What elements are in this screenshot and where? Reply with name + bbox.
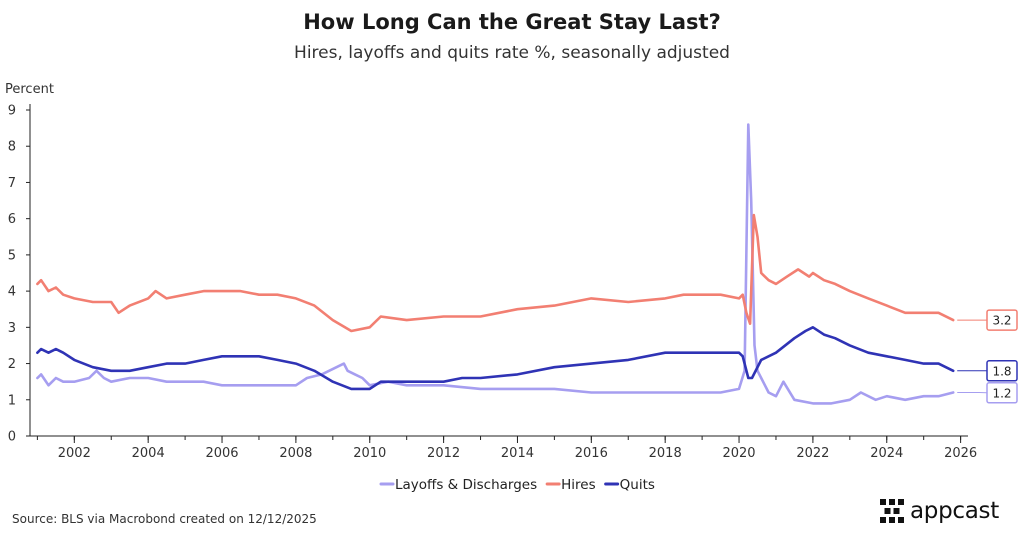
legend-label: Quits (620, 477, 655, 493)
legend-label: Layoffs & Discharges (395, 477, 537, 493)
x-tick-label: 2006 (205, 446, 238, 461)
end-label-value: 3.2 (992, 314, 1011, 328)
source-note: Source: BLS via Macrobond created on 12/… (12, 512, 317, 526)
y-tick-label: 5 (8, 248, 16, 263)
x-tick-label: 2008 (279, 446, 312, 461)
legend-item: Layoffs & Discharges (381, 477, 537, 493)
legend-label: Hires (561, 477, 596, 493)
x-tick-label: 2018 (649, 446, 682, 461)
series-line-quits (37, 327, 953, 389)
appcast-logo: appcast (880, 494, 999, 528)
legend: Layoffs & Discharges Hires Quits (381, 477, 655, 493)
y-tick-label: 2 (8, 357, 16, 372)
end-value-labels: 3.2 1.8 1.2 (957, 310, 1017, 403)
x-tick-label: 2022 (796, 446, 829, 461)
legend-item: Hires (547, 477, 596, 493)
x-tick-label: 2004 (132, 446, 165, 461)
y-axis-label: Percent (5, 82, 54, 97)
y-tick-label: 9 (8, 104, 16, 119)
y-tick-label: 4 (8, 285, 16, 300)
x-tick-label: 2014 (501, 446, 534, 461)
series-line-layoffs-discharges (37, 125, 953, 404)
x-tick-label: 2026 (944, 446, 977, 461)
y-tick-label: 7 (8, 176, 16, 191)
y-tick-label: 0 (8, 430, 16, 445)
dot-grid-logo-icon (880, 499, 904, 523)
series-line-hires (37, 215, 953, 331)
end-label-value: 1.8 (992, 364, 1011, 378)
x-tick-label: 2016 (575, 446, 608, 461)
brand-name: appcast (910, 498, 999, 524)
x-tick-label: 2020 (722, 446, 755, 461)
x-tick-label: 2002 (58, 446, 91, 461)
y-tick-label: 8 (8, 140, 16, 155)
y-tick-label: 3 (8, 321, 16, 336)
x-tick-label: 2012 (427, 446, 460, 461)
end-label-value: 1.2 (992, 386, 1011, 400)
legend-item: Quits (606, 477, 655, 493)
y-tick-label: 1 (8, 393, 16, 408)
x-tick-label: 2024 (870, 446, 903, 461)
line-chart: Percent 0 1 2 3 4 5 6 7 8 9 2002 2004 2006 2008 2010 201… (0, 0, 1024, 536)
x-tick-label: 2010 (353, 446, 386, 461)
series-lines (37, 125, 953, 404)
y-tick-label: 6 (8, 212, 16, 227)
